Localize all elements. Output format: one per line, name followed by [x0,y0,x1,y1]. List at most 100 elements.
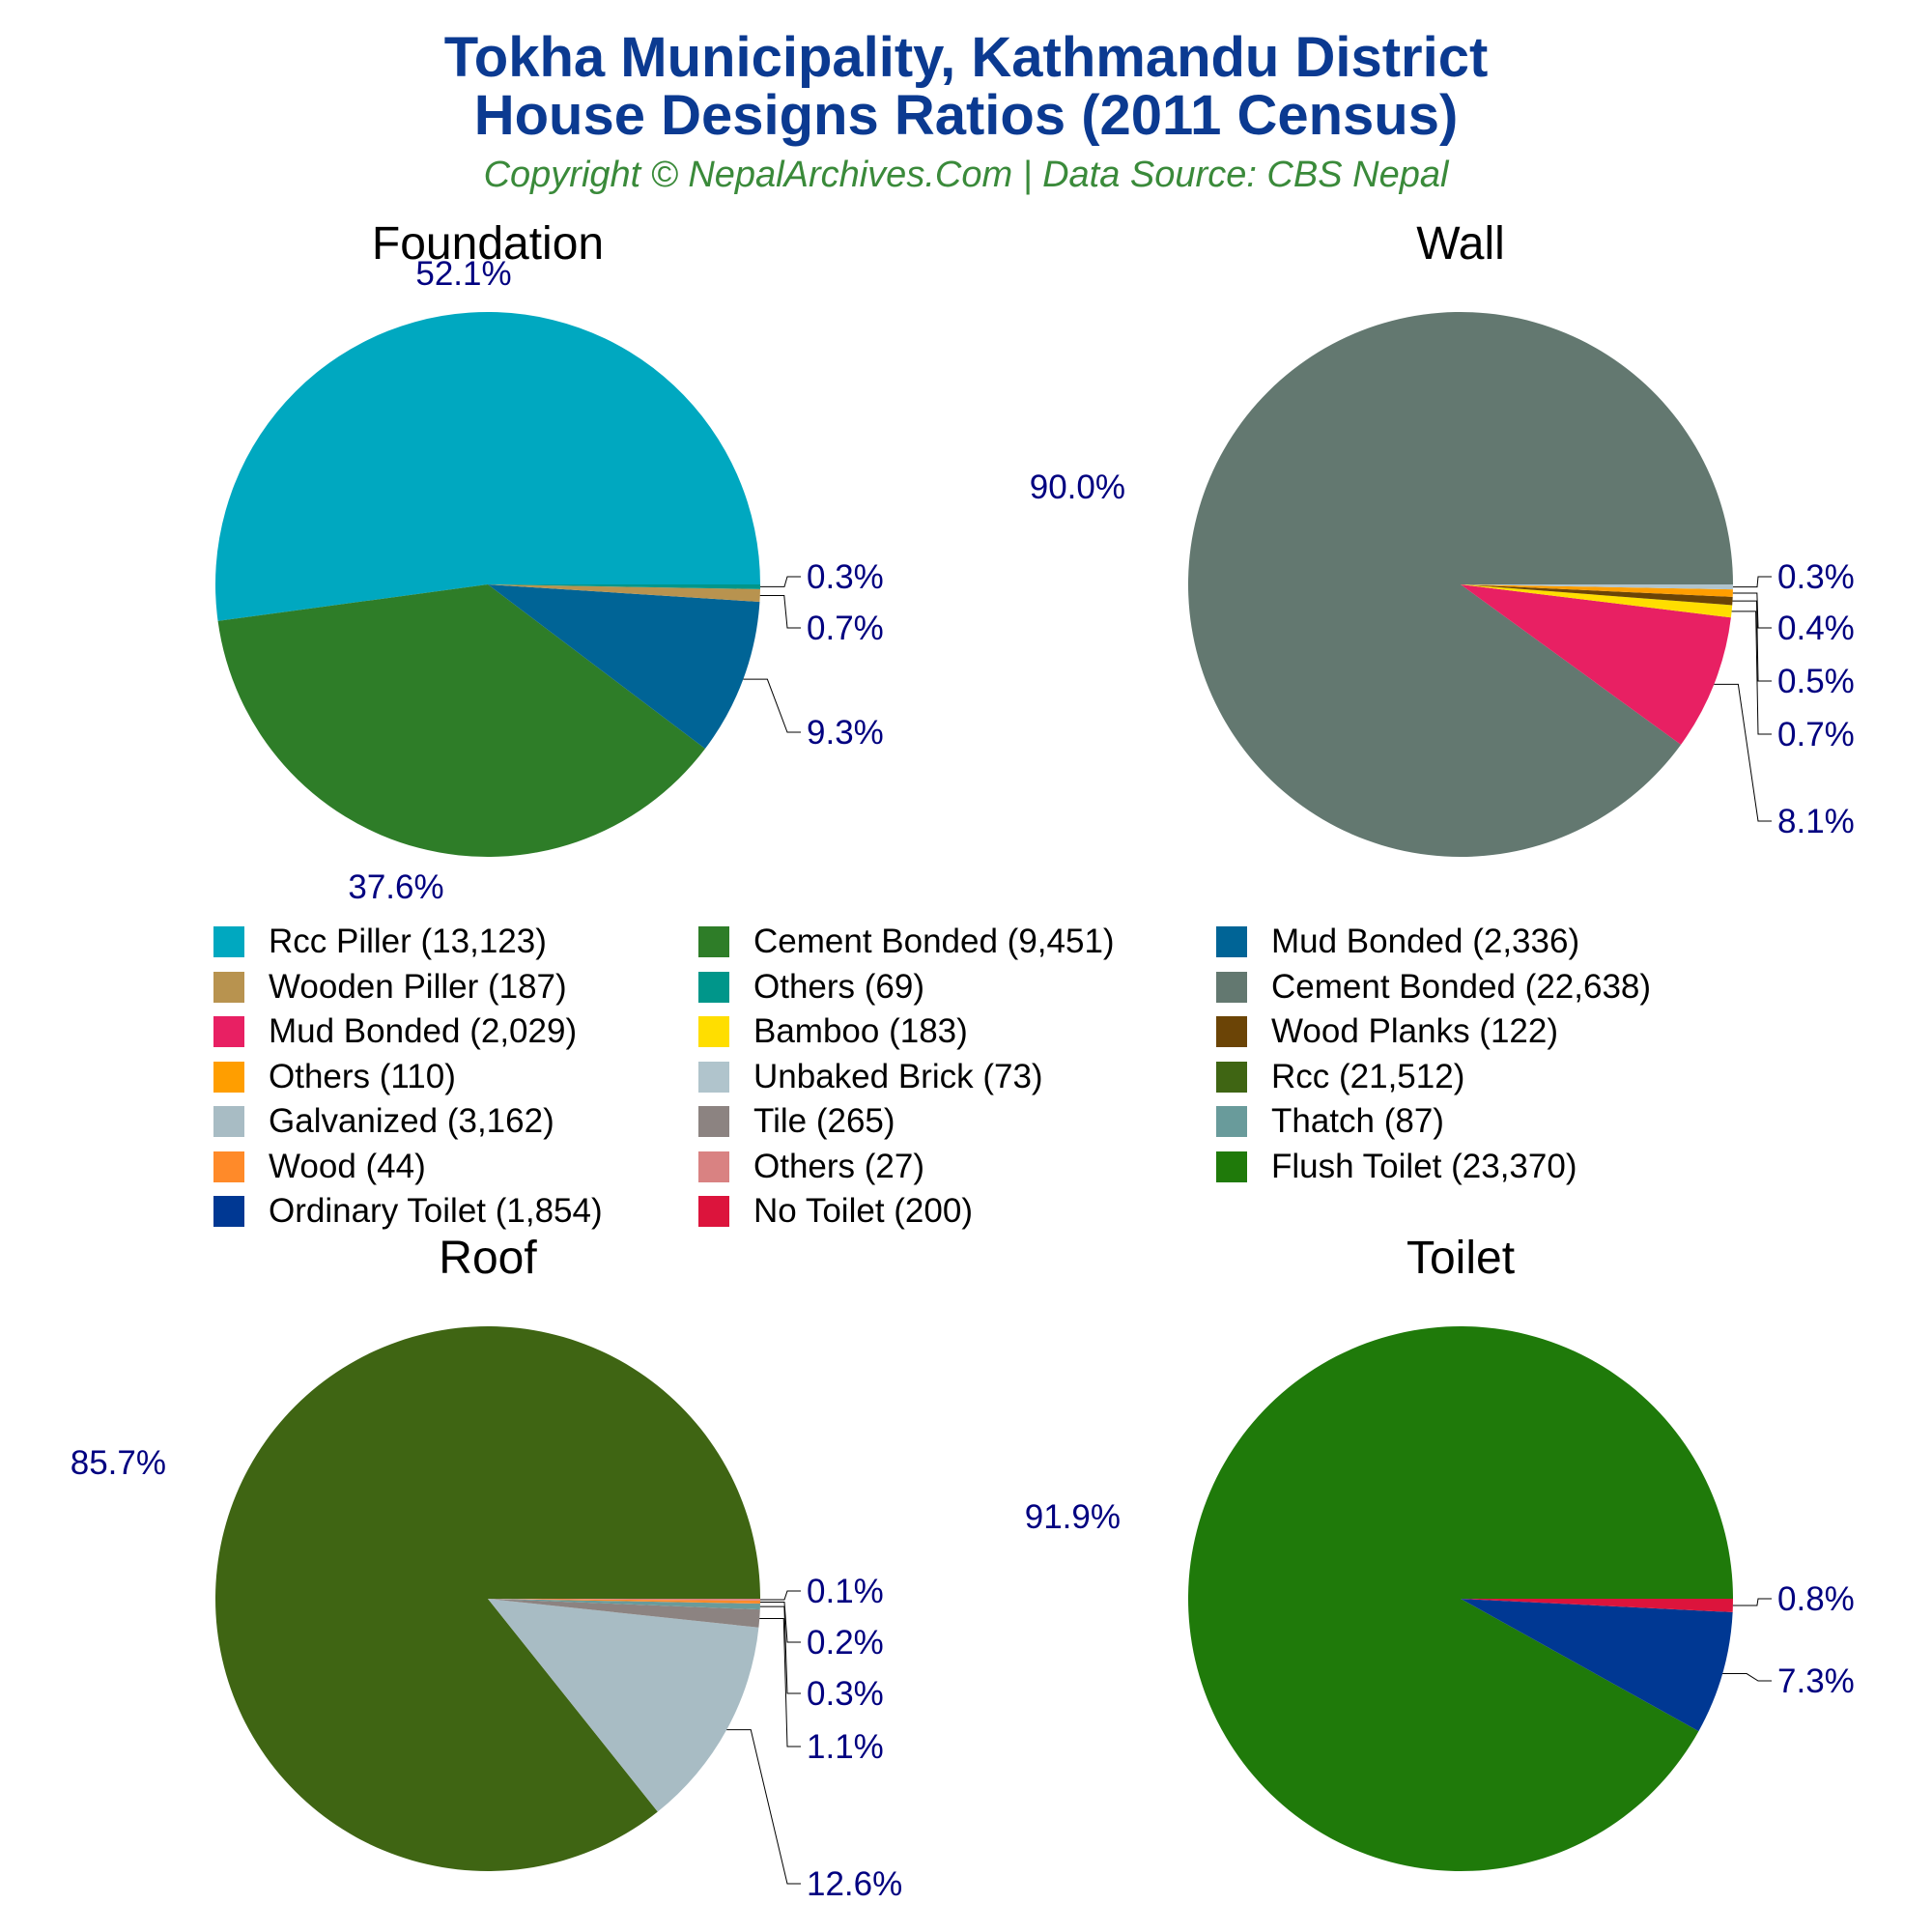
slice-percent-label: 9.3% [807,714,884,752]
pie-slice [1461,584,1733,606]
label-leader-line [759,1605,801,1694]
pie-slice [488,1599,760,1605]
slice-percent-label: 0.3% [1777,558,1855,596]
legend-swatch [213,970,245,1004]
label-leader-line [726,1729,801,1885]
label-leader-line [1732,1598,1772,1606]
legend-item: Others (110) [213,1058,456,1096]
legend-item: Thatch (87) [1215,1102,1444,1141]
slice-percent-label: 1.1% [807,1728,884,1766]
pie-slice [488,1599,760,1601]
legend-swatch [697,1015,730,1048]
slice-percent-label: 0.7% [1777,716,1855,753]
slice-percent-label: 0.2% [807,1624,884,1662]
slice-percent-label: 0.5% [1777,663,1855,700]
pie-slice [214,311,760,621]
label-leader-line [1714,683,1772,822]
legend-label: Cement Bonded (9,451) [753,923,1115,960]
pie-slice [1461,584,1733,618]
label-leader-line [743,678,801,733]
legend-swatch [1215,1105,1248,1138]
legend-item: Mud Bonded (2,336) [1215,923,1579,961]
legend-label: Tile (265) [753,1102,895,1140]
slice-percent-label: 85.7% [71,1444,166,1482]
legend-swatch [213,1150,245,1183]
legend-item: Flush Toilet (23,370) [1215,1148,1577,1186]
legend-swatch [1215,970,1248,1004]
legend-item: Mud Bonded (2,029) [213,1012,577,1051]
legend-item: Others (27) [697,1148,924,1186]
legend-label: Wood Planks (122) [1271,1012,1559,1050]
pie-chart-wall: 90.0% 8.1% 0.7% 0.5% 0.4% 0.3% Wall [1030,218,1855,858]
slice-percent-label: 0.8% [1777,1580,1855,1618]
legend-label: Others (27) [753,1147,924,1185]
legend-swatch [213,1060,245,1094]
pie-slice [217,584,705,857]
pie-slice [1461,584,1731,745]
legend-label: No Toilet (200) [753,1192,973,1230]
legend-swatch [697,1105,730,1138]
legend-item: Rcc (21,512) [1215,1058,1464,1096]
label-leader-line [1732,592,1772,629]
slice-percent-label: 90.0% [1030,469,1125,506]
legend-swatch [697,925,730,958]
chart-title-line1: Tokha Municipality, Kathmandu District [443,26,1489,89]
label-leader-line [1732,576,1772,588]
legend-label: Thatch (87) [1271,1102,1444,1140]
legend-label: Galvanized (3,162) [269,1102,554,1140]
label-leader-line [1732,600,1772,682]
legend-item: Others (69) [697,968,924,1007]
pie-slice [488,1599,760,1628]
label-leader-line [759,1590,801,1601]
legend-item: No Toilet (200) [697,1192,973,1231]
pie-slice [1461,584,1733,590]
pie-chart-toilet: 91.9% 7.3% 0.8% Toilet [1025,1233,1855,1871]
label-leader-line [759,1601,801,1643]
pie-chart-title: Roof [439,1233,537,1284]
legend-swatch [1215,925,1248,958]
legend-item: Wood (44) [213,1148,426,1186]
slice-percent-label: 91.9% [1025,1498,1121,1536]
pie-slice [1461,1599,1733,1732]
legend-label: Cement Bonded (22,638) [1271,967,1652,1006]
pie-slice [488,584,760,603]
legend-item: Cement Bonded (9,451) [697,923,1115,961]
label-leader-line [1731,611,1772,735]
legend-item: Wooden Piller (187) [213,968,567,1007]
pie-slice [1188,1325,1733,1871]
pie-slice [1461,1599,1733,1612]
legend-item: Unbaked Brick (73) [697,1058,1043,1096]
legend-swatch [1215,1150,1248,1183]
slice-percent-label: 8.1% [1777,803,1855,840]
legend-label: Mud Bonded (2,336) [1271,923,1580,960]
legend-label: Flush Toilet (23,370) [1271,1147,1577,1185]
legend-item: Cement Bonded (22,638) [1215,968,1651,1007]
slice-percent-label: 52.1% [415,255,511,293]
legend-swatch [213,925,245,958]
legend-swatch [213,1015,245,1048]
label-leader-line [759,576,801,587]
pie-slice [488,1599,760,1610]
legend-item: Bamboo (183) [697,1012,968,1051]
slice-percent-label: 0.3% [807,558,884,596]
legend-swatch [697,970,730,1004]
pie-chart-title: Foundation [372,218,604,270]
slice-percent-label: 37.6% [348,868,443,906]
legend-swatch [1215,1060,1248,1094]
pie-chart-foundation: 52.1% 37.6% 9.3% 0.7% 0.3% Foundation [214,218,884,906]
legend-label: Wood (44) [269,1147,426,1185]
slice-percent-label: 7.3% [1777,1662,1855,1700]
legend-swatch [697,1195,730,1228]
legend-swatch [1215,1015,1248,1048]
slice-percent-label: 0.1% [807,1573,884,1610]
label-leader-line [759,1617,801,1747]
slice-percent-label: 12.6% [807,1865,902,1903]
pie-chart-title: Wall [1416,218,1505,270]
pie-slice [488,584,760,589]
pie-slice [488,584,760,750]
legend-label: Others (69) [753,967,924,1006]
slice-percent-label: 0.7% [807,610,884,647]
pie-chart-roof: 85.7% 12.6% 1.1% 0.3% 0.2% 0.1% Roof [71,1233,903,1903]
legend-item: Galvanized (3,162) [213,1102,554,1141]
